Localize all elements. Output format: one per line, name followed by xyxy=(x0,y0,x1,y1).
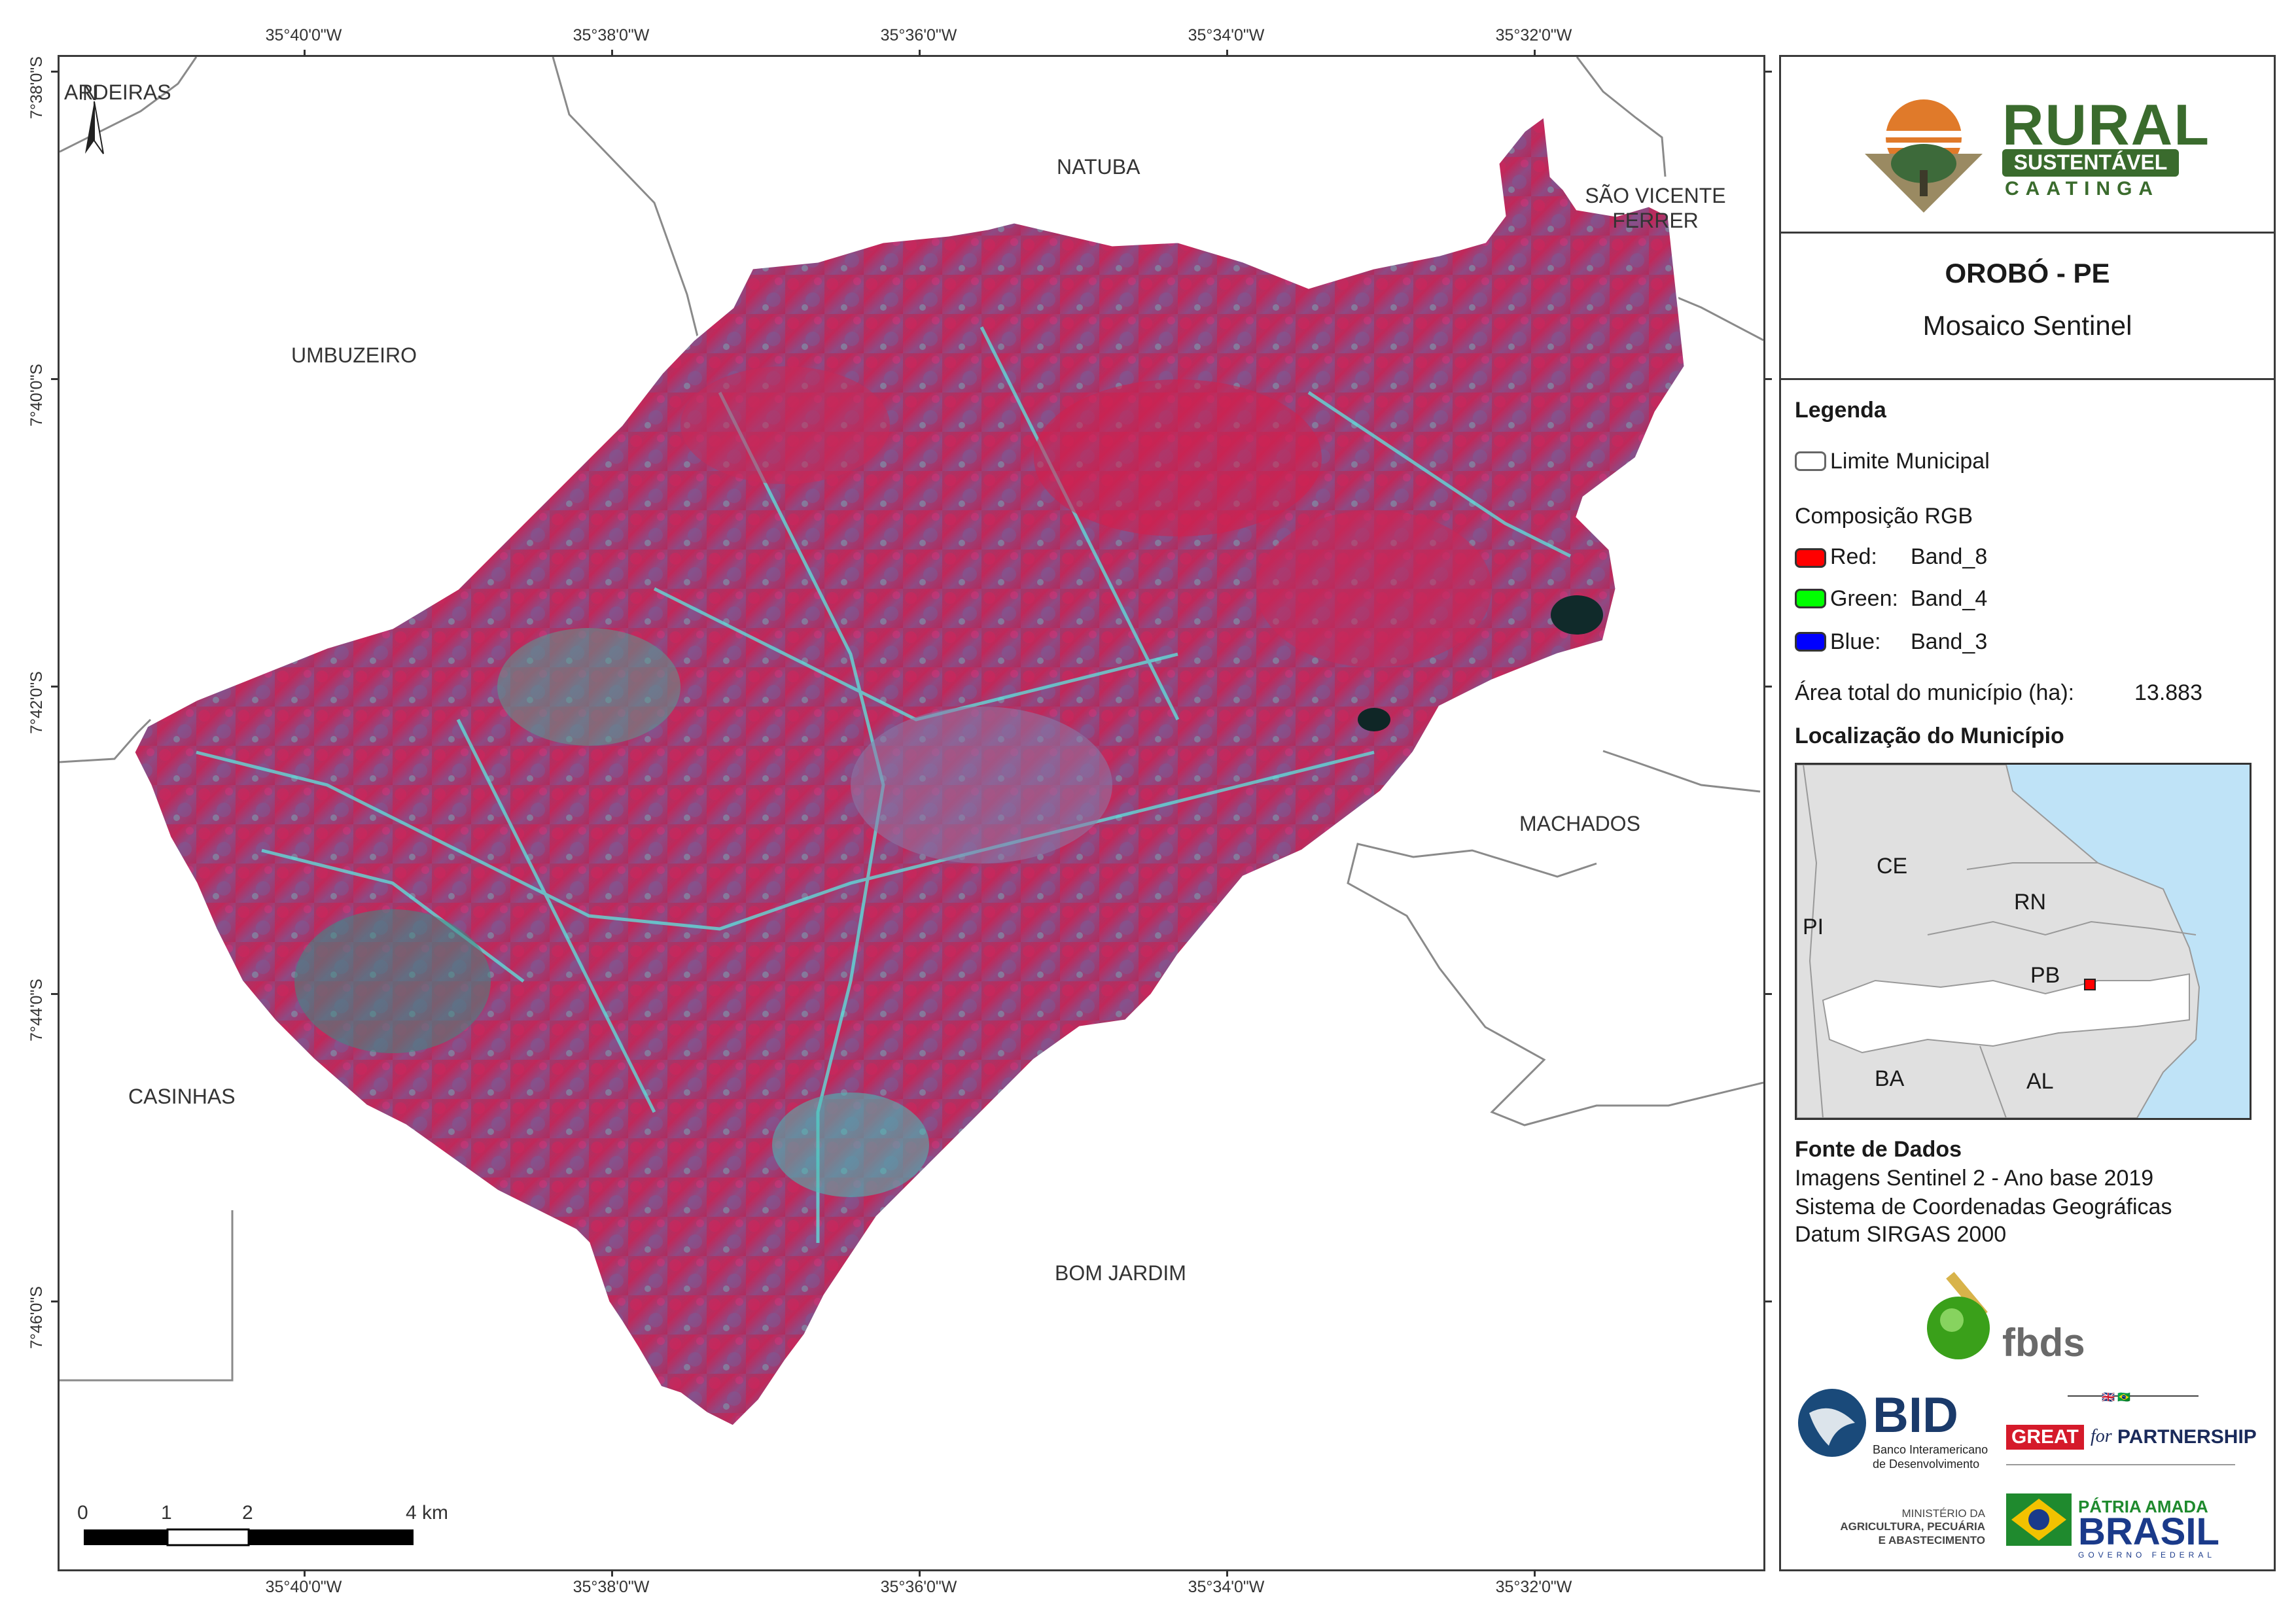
limit-swatch xyxy=(1795,451,1826,471)
coord-left-3: 7°42'0"S xyxy=(27,671,46,734)
red-band: Band_8 xyxy=(1911,544,1988,569)
municipality-casinhas: CASINHAS xyxy=(128,1085,236,1108)
logo-rural-word: RURAL xyxy=(2002,92,2210,157)
sources-heading: Fonte de Dados xyxy=(1795,1137,1962,1162)
municipality-ardeiras: ARDEIRAS xyxy=(64,80,171,104)
great-top-rule xyxy=(2068,1395,2199,1397)
scale-bar xyxy=(84,1528,414,1546)
state-ce: CE xyxy=(1877,854,1908,879)
location-heading: Localização do Município xyxy=(1795,724,2064,748)
bid-subtitle-1: Banco Interamericano xyxy=(1873,1443,1988,1456)
coord-bottom-3: 35°36'0"W xyxy=(880,1578,957,1596)
coord-bottom-4: 35°34'0"W xyxy=(1188,1578,1265,1596)
brasil-flag-icon xyxy=(2006,1493,2072,1546)
map-frame xyxy=(58,55,1765,1571)
ministerio-line-1: MINISTÉRIO DA xyxy=(1901,1507,1985,1520)
municipality-machados: MACHADOS xyxy=(1519,812,1640,835)
bid-word: BID xyxy=(1873,1387,1958,1443)
location-inset xyxy=(1795,763,2252,1120)
blue-swatch xyxy=(1795,632,1826,652)
coord-top-1: 35°40'0"W xyxy=(265,26,342,44)
reservoir xyxy=(1551,595,1603,635)
sources-line3: Datum SIRGAS 2000 xyxy=(1795,1222,2007,1247)
green-band: Band_4 xyxy=(1911,586,1988,611)
bid-subtitle-2: de Desenvolvimento xyxy=(1873,1457,1980,1471)
red-swatch xyxy=(1795,548,1826,568)
area-label: Área total do município (ha): xyxy=(1795,680,2075,705)
coord-left-2: 7°40'0"S xyxy=(27,364,46,427)
green-label: Green: xyxy=(1830,586,1898,611)
coord-bottom-5: 35°32'0"W xyxy=(1495,1578,1572,1596)
flags-icon: 🇬🇧 🇧🇷 xyxy=(2102,1392,2131,1403)
location-marker-icon xyxy=(2084,979,2096,990)
scale-tick-2: 2 xyxy=(242,1502,253,1524)
scale-tick-0: 0 xyxy=(77,1502,88,1524)
great-for: for xyxy=(2091,1426,2112,1446)
state-ba: BA xyxy=(1875,1066,1905,1091)
red-label: Red: xyxy=(1830,544,1877,569)
fbds-logo-icon xyxy=(1927,1272,1990,1359)
limit-label: Limite Municipal xyxy=(1830,449,1990,474)
municipality-umbuzeiro: UMBUZEIRO xyxy=(291,343,417,367)
rgb-heading: Composição RGB xyxy=(1795,504,1973,529)
vegetation-patches xyxy=(294,366,1492,1197)
coord-bottom-1: 35°40'0"W xyxy=(265,1578,342,1596)
sources-line1: Imagens Sentinel 2 - Ano base 2019 xyxy=(1795,1166,2154,1191)
municipality-bom-jardim: BOM JARDIM xyxy=(1055,1261,1186,1285)
state-rn: RN xyxy=(2014,890,2047,915)
scale-tick-1: 1 xyxy=(161,1502,172,1524)
coord-top-2: 35°38'0"W xyxy=(573,26,650,44)
map-title: OROBÓ - PE xyxy=(1945,258,2110,288)
green-swatch xyxy=(1795,589,1826,608)
ministerio-line-3: E ABASTECIMENTO xyxy=(1878,1533,1985,1546)
blue-band: Band_3 xyxy=(1911,629,1988,654)
patria-amada: PÁTRIA AMADA xyxy=(2078,1497,2208,1516)
ministerio-text: MINISTÉRIO DA AGRICULTURA, PECUÁRIA E AB… xyxy=(1839,1507,1985,1547)
coord-left-4: 7°44'0"S xyxy=(27,979,46,1041)
map-subtitle: Mosaico Sentinel xyxy=(1922,310,2132,341)
small-reservoir xyxy=(1358,708,1390,731)
rural-sustentavel-logo-icon xyxy=(1865,99,1983,213)
logo-caatinga-word: CAATINGA xyxy=(2005,178,2160,200)
great-bottom-rule xyxy=(2006,1464,2235,1465)
coord-top-4: 35°34'0"W xyxy=(1188,26,1265,44)
legend-heading: Legenda xyxy=(1795,398,1886,423)
coord-bottom-2: 35°38'0"W xyxy=(573,1578,650,1596)
sources-line2: Sistema de Coordenadas Geográficas xyxy=(1795,1195,2172,1219)
logo-sustentavel-band xyxy=(2002,149,2179,177)
state-pi: PI xyxy=(1803,915,1824,939)
coord-left-1: 7°38'0"S xyxy=(27,56,46,119)
north-label: N xyxy=(82,81,98,105)
coord-top-3: 35°36'0"W xyxy=(880,26,957,44)
fbds-word: fbds xyxy=(2002,1321,2085,1365)
municipality-natuba: NATUBA xyxy=(1057,155,1140,179)
map-canvas xyxy=(60,57,1763,1546)
area-value: 13.883 xyxy=(2134,680,2202,705)
logo-sustentavel-word: SUSTENTÁVEL xyxy=(2013,150,2168,174)
coord-left-5: 7°46'0"S xyxy=(27,1286,46,1349)
state-pb: PB xyxy=(2030,963,2060,988)
governo-federal: GOVERNO FEDERAL xyxy=(2078,1550,2216,1560)
brasil-word: BRASIL xyxy=(2078,1510,2219,1553)
scale-tick-4km: 4 km xyxy=(406,1502,449,1524)
municipality-sao-vicente-ferrer: SÃO VICENTE FERRER xyxy=(1585,184,1726,233)
great-badge: GREAT xyxy=(2006,1425,2084,1450)
coord-top-5: 35°32'0"W xyxy=(1495,26,1572,44)
blue-label: Blue: xyxy=(1830,629,1881,654)
bid-logo-icon xyxy=(1798,1389,1866,1457)
north-arrow-icon xyxy=(85,101,104,154)
ministerio-line-2: AGRICULTURA, PECUÁRIA xyxy=(1840,1520,1985,1533)
great-partnership: PARTNERSHIP xyxy=(2117,1426,2257,1448)
state-al: AL xyxy=(2026,1069,2054,1094)
